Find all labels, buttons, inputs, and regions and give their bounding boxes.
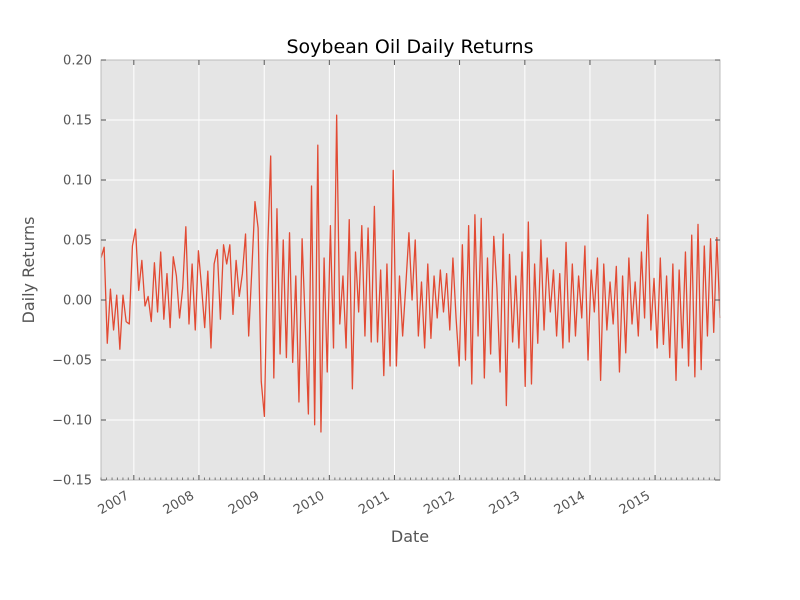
x-tick-label: 2009 <box>226 488 262 518</box>
y-tick-label: 0.20 <box>63 54 92 69</box>
y-tick-label: −0.10 <box>52 414 92 429</box>
x-tick-label: 2011 <box>356 488 392 518</box>
returns-line <box>100 114 721 433</box>
y-axis-label: Daily Returns <box>19 217 38 324</box>
x-tick-label: 2008 <box>161 488 197 518</box>
x-tick-label: 2015 <box>617 488 653 518</box>
y-tick-label: 0.00 <box>63 294 92 309</box>
x-tick-label: 2010 <box>291 488 327 518</box>
y-tick-label: 0.15 <box>63 114 92 129</box>
x-tick-label: 2014 <box>552 488 588 518</box>
x-axis-label: Date <box>391 527 429 546</box>
x-tick-label: 2012 <box>421 488 457 518</box>
x-tick-label: 2007 <box>96 488 132 518</box>
y-tick-label: 0.05 <box>63 234 92 249</box>
chart-title: Soybean Oil Daily Returns <box>286 36 533 58</box>
x-tick-label: 2013 <box>487 488 523 518</box>
y-tick-label: −0.15 <box>52 474 92 489</box>
y-tick-label: −0.05 <box>52 354 92 369</box>
y-tick-label: 0.10 <box>63 174 92 189</box>
